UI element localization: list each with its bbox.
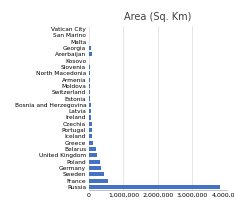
- Bar: [89, 97, 91, 101]
- Bar: [89, 141, 93, 145]
- Bar: [89, 128, 92, 132]
- Bar: [89, 109, 91, 113]
- Bar: [89, 103, 91, 107]
- Bar: [89, 71, 90, 75]
- Bar: [89, 52, 92, 56]
- Bar: [89, 153, 97, 157]
- Title: Area (Sq. Km): Area (Sq. Km): [124, 12, 192, 22]
- Bar: [89, 179, 108, 183]
- Bar: [89, 134, 92, 138]
- Bar: [89, 166, 101, 170]
- Bar: [89, 115, 91, 119]
- Bar: [89, 90, 90, 94]
- Bar: [89, 78, 90, 82]
- Bar: [89, 84, 90, 88]
- Bar: [89, 172, 104, 176]
- Bar: [89, 65, 90, 69]
- Bar: [89, 122, 92, 126]
- Bar: [89, 46, 91, 50]
- Bar: [89, 185, 220, 189]
- Bar: [89, 147, 96, 151]
- Bar: [89, 160, 100, 164]
